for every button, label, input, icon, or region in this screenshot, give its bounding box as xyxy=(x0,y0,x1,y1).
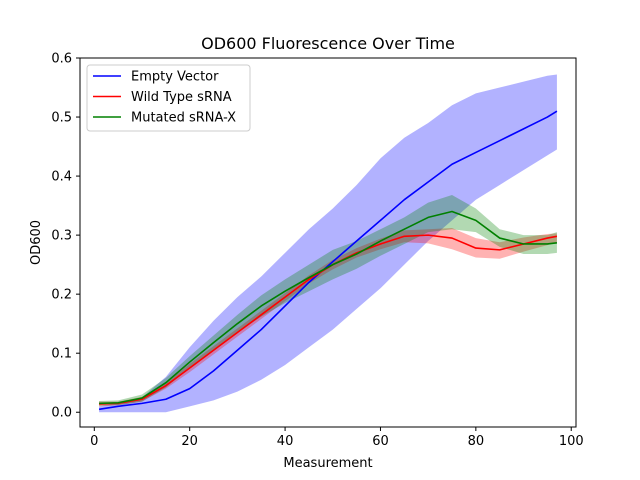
series-lines xyxy=(98,110,558,411)
y-tick-label: 0.6 xyxy=(51,52,72,67)
series-line-mutated-srna-x xyxy=(99,210,558,405)
x-axis-label: Measurement xyxy=(283,456,372,471)
y-tick-label: 0.0 xyxy=(51,406,72,421)
x-tick-label: 60 xyxy=(372,434,389,449)
legend-label-mutated-srna-x: Mutated sRNA-X xyxy=(131,111,236,126)
legend-label-empty-vector: Empty Vector xyxy=(131,70,219,85)
x-axis-ticks: 0 20 40 60 80 100 xyxy=(90,427,584,449)
x-tick-label: 80 xyxy=(468,434,485,449)
y-tick-label: 0.1 xyxy=(51,347,72,362)
y-tick-label: 0.3 xyxy=(51,229,72,244)
y-tick-label: 0.2 xyxy=(51,288,72,303)
legend: Empty Vector Wild Type sRNA Mutated sRNA-X xyxy=(86,64,251,132)
y-tick-label: 0.5 xyxy=(51,111,72,126)
legend-label-wild-type-srna: Wild Type sRNA xyxy=(131,90,232,105)
plot-frame xyxy=(79,57,577,428)
y-axis-label: OD600 xyxy=(29,220,44,265)
x-tick-label: 100 xyxy=(559,434,584,449)
chart-title: OD600 Fluorescence Over Time xyxy=(201,34,455,53)
confidence-bands xyxy=(99,74,557,413)
legend-box xyxy=(86,64,251,132)
x-tick-label: 40 xyxy=(277,434,294,449)
series-line-empty-vector xyxy=(98,110,558,411)
band-empty-vector xyxy=(99,74,557,413)
x-tick-label: 20 xyxy=(181,434,198,449)
x-tick-label: 0 xyxy=(90,434,98,449)
y-axis-ticks: 0.0 0.1 0.2 0.3 0.4 0.5 0.6 xyxy=(51,52,80,421)
band-wild-type-srna xyxy=(99,228,557,407)
y-tick-label: 0.4 xyxy=(51,170,72,185)
